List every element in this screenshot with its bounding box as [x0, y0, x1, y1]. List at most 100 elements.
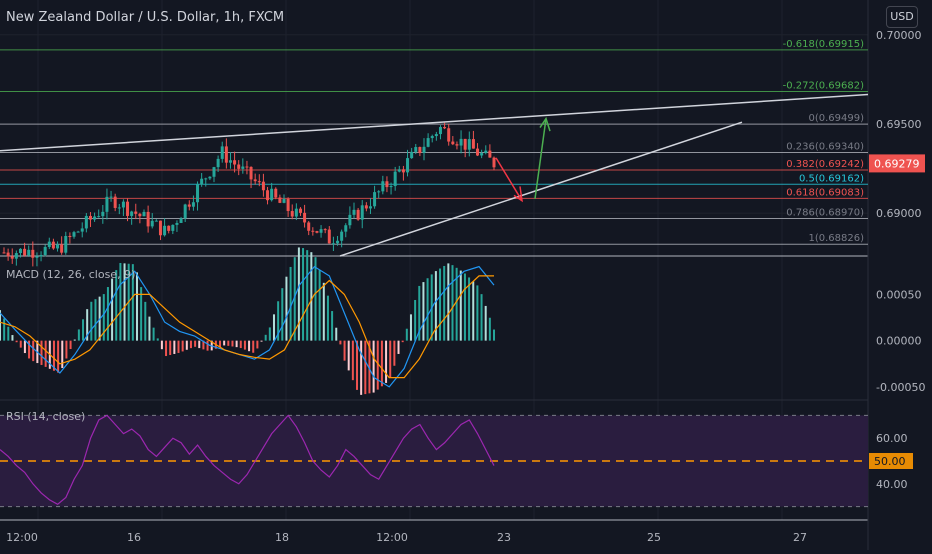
- candle-body: [88, 215, 92, 220]
- candle-body: [253, 179, 257, 182]
- down-arrow[interactable]: [495, 157, 523, 202]
- macd-tick-label: -0.00050: [876, 381, 925, 394]
- macd-histogram-bar: [376, 340, 379, 390]
- candle-body: [150, 220, 154, 227]
- macd-histogram-bar: [318, 270, 321, 341]
- macd-histogram-bar: [90, 301, 93, 341]
- macd-histogram-bar: [326, 295, 329, 341]
- macd-histogram-bar: [3, 318, 6, 341]
- candle-body: [101, 211, 105, 217]
- candle-body: [183, 204, 187, 219]
- macd-histogram-bar: [347, 340, 350, 371]
- candle-body: [220, 146, 224, 159]
- candle-body: [352, 209, 356, 215]
- candle-body: [397, 169, 401, 172]
- trend-drawings[interactable]: [0, 93, 869, 257]
- macd-histogram-bar: [135, 272, 138, 341]
- macd-histogram-bar: [206, 340, 209, 351]
- macd-histogram-bar: [256, 340, 259, 349]
- macd-histogram-bar: [322, 282, 325, 341]
- candle-body: [216, 158, 220, 168]
- rsi-value-label: 50.00: [874, 455, 906, 468]
- macd-pane: [0, 247, 495, 395]
- currency-button[interactable]: USD: [886, 6, 918, 28]
- candle-body: [430, 136, 434, 139]
- signal-line: [0, 275, 494, 379]
- macd-histogram-bar: [131, 264, 134, 341]
- candle-body: [348, 214, 352, 226]
- candle-body: [266, 190, 270, 201]
- fibonacci-retracement[interactable]: -0.618(0.69915) -0.272(0.69682) 0(0.69499)…: [0, 39, 868, 245]
- macd-histogram-bar: [73, 339, 76, 341]
- macd-histogram-bar: [185, 340, 188, 350]
- macd-histogram-bar: [148, 316, 151, 341]
- fib-level-label: 0.236(0.69340): [786, 142, 864, 153]
- candle-body: [154, 220, 158, 222]
- candle-body: [237, 164, 241, 169]
- macd-histogram-bar: [173, 340, 176, 354]
- price-scale[interactable]: 0.70000 0.69500 0.69000 0.69279 0.00050 0.000…: [869, 29, 925, 491]
- candle-body: [443, 127, 447, 129]
- macd-histogram-bar: [111, 278, 114, 341]
- time-tick-label: 16: [127, 531, 141, 544]
- candlestick-series: [2, 122, 496, 267]
- macd-histogram-bar: [405, 328, 408, 341]
- upper-trendline[interactable]: [0, 93, 869, 152]
- candle-body: [418, 147, 422, 153]
- lower-trendline[interactable]: [339, 121, 743, 257]
- rsi-tick-label: 40.00: [876, 478, 908, 491]
- macd-histogram-bar: [285, 276, 288, 341]
- candle-body: [14, 253, 18, 259]
- candle-body: [311, 230, 315, 232]
- candle-body: [319, 229, 323, 233]
- candle-body: [224, 146, 228, 163]
- candle-body: [23, 248, 27, 256]
- time-tick-label: 27: [793, 531, 807, 544]
- macd-histogram-bar: [23, 340, 26, 354]
- macd-histogram-bar: [302, 248, 305, 341]
- macd-histogram-bar: [115, 270, 118, 341]
- macd-histogram-bar: [480, 294, 483, 341]
- macd-histogram-bar: [198, 340, 201, 349]
- candle-body: [43, 246, 47, 255]
- candle-body: [455, 144, 459, 146]
- candle-body: [204, 178, 208, 180]
- macd-histogram-bar: [264, 334, 267, 341]
- macd-histogram-bar: [219, 340, 222, 348]
- up-arrow[interactable]: [534, 118, 547, 200]
- candle-body: [290, 211, 294, 217]
- candle-body: [270, 188, 274, 201]
- macd-histogram-bar: [44, 340, 47, 367]
- candle-body: [393, 171, 397, 187]
- macd-histogram-bar: [40, 340, 43, 365]
- macd-tick-label: 0.00000: [876, 335, 922, 348]
- macd-histogram-bar: [351, 340, 354, 381]
- candle-body: [146, 211, 150, 227]
- candle-body: [401, 169, 405, 173]
- macd-histogram-bar: [169, 340, 172, 355]
- macd-histogram-bar: [277, 301, 280, 341]
- candle-body: [72, 232, 76, 237]
- candle-body: [18, 248, 22, 254]
- candle-body: [373, 192, 377, 207]
- macd-histogram-bar: [418, 285, 421, 341]
- candle-body: [2, 252, 6, 254]
- macd-histogram-bar: [372, 340, 375, 393]
- candle-body: [76, 231, 80, 233]
- candle-body: [175, 222, 179, 225]
- macd-histogram-bar: [343, 340, 346, 361]
- candle-body: [10, 256, 14, 259]
- macd-histogram-bar: [493, 329, 495, 341]
- candle-body: [121, 201, 125, 208]
- candle-body: [488, 150, 492, 158]
- time-scale[interactable]: 12:00 16 18 12:00 23 25 27: [6, 531, 807, 544]
- candle-body: [463, 138, 467, 150]
- fib-level-label: 1(0.68826): [808, 233, 864, 244]
- down-arrowhead: [513, 186, 523, 203]
- macd-histogram-bar: [227, 340, 230, 346]
- candle-body: [385, 181, 389, 188]
- macd-histogram-bar: [281, 288, 284, 341]
- candle-body: [307, 222, 311, 231]
